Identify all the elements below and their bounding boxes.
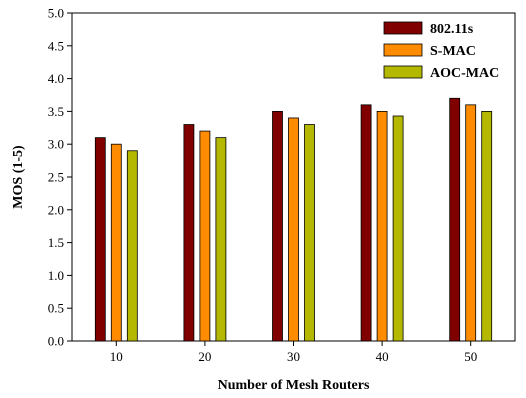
legend-swatch-802-11s (383, 21, 423, 35)
y-tick-label: 1.5 (48, 235, 64, 250)
legend-swatch-s-mac (383, 43, 423, 57)
legend: 802.11s S-MAC AOC-MAC (383, 21, 499, 81)
x-tick-label: 30 (287, 349, 300, 364)
y-axis-ticks: 0.0 0.5 1.0 1.5 2.0 2.5 3.0 3.5 4.0 4.5 5.0 (48, 6, 72, 349)
x-tick-label: 20 (198, 349, 211, 364)
legend-label: AOC-MAC (430, 66, 499, 81)
x-tick-label: 40 (376, 349, 389, 364)
y-tick-label: 0.5 (48, 301, 64, 316)
y-tick-label: 2.5 (48, 170, 64, 185)
x-axis-title: Number of Mesh Routers (218, 378, 370, 393)
bar-s-mac-30 (288, 117, 299, 342)
bar-s-mac-10 (110, 143, 122, 342)
bars-group (94, 97, 493, 342)
y-tick-label: 1.0 (48, 268, 64, 283)
x-axis-ticks: 10 20 30 40 50 (110, 341, 477, 364)
bar-802-11s-20 (183, 124, 195, 342)
x-tick-label: 50 (464, 349, 477, 364)
y-tick-label: 4.0 (48, 71, 64, 86)
bar-aoc-mac-20 (215, 137, 227, 342)
plot-area: 0.0 0.5 1.0 1.5 2.0 2.5 3.0 3.5 4.0 4.5 5.0 10 20 30… (48, 6, 516, 364)
legend-label: S-MAC (430, 44, 476, 59)
y-axis-title: MOS (1-5) (11, 145, 26, 209)
bar-s-mac-40 (376, 111, 388, 342)
bar-aoc-mac-40 (392, 115, 404, 342)
bar-802-11s-50 (449, 97, 461, 342)
bar-802-11s-30 (272, 111, 283, 342)
legend-swatch-aoc-mac (383, 65, 423, 79)
y-tick-label: 3.5 (48, 104, 64, 119)
bar-aoc-mac-30 (304, 124, 315, 342)
legend-label: 802.11s (430, 22, 474, 37)
x-tick-label: 10 (110, 349, 123, 364)
bar-802-11s-40 (360, 104, 372, 342)
bar-s-mac-20 (199, 130, 211, 342)
y-tick-label: 3.0 (48, 137, 64, 152)
y-tick-label: 2.0 (48, 202, 64, 217)
y-tick-label: 4.5 (48, 38, 64, 53)
y-tick-label: 0.0 (48, 334, 64, 349)
bar-aoc-mac-10 (126, 150, 138, 342)
y-tick-label: 5.0 (48, 6, 64, 21)
bar-802-11s-10 (94, 137, 106, 342)
bar-aoc-mac-50 (481, 111, 493, 342)
bar-s-mac-50 (465, 104, 477, 342)
